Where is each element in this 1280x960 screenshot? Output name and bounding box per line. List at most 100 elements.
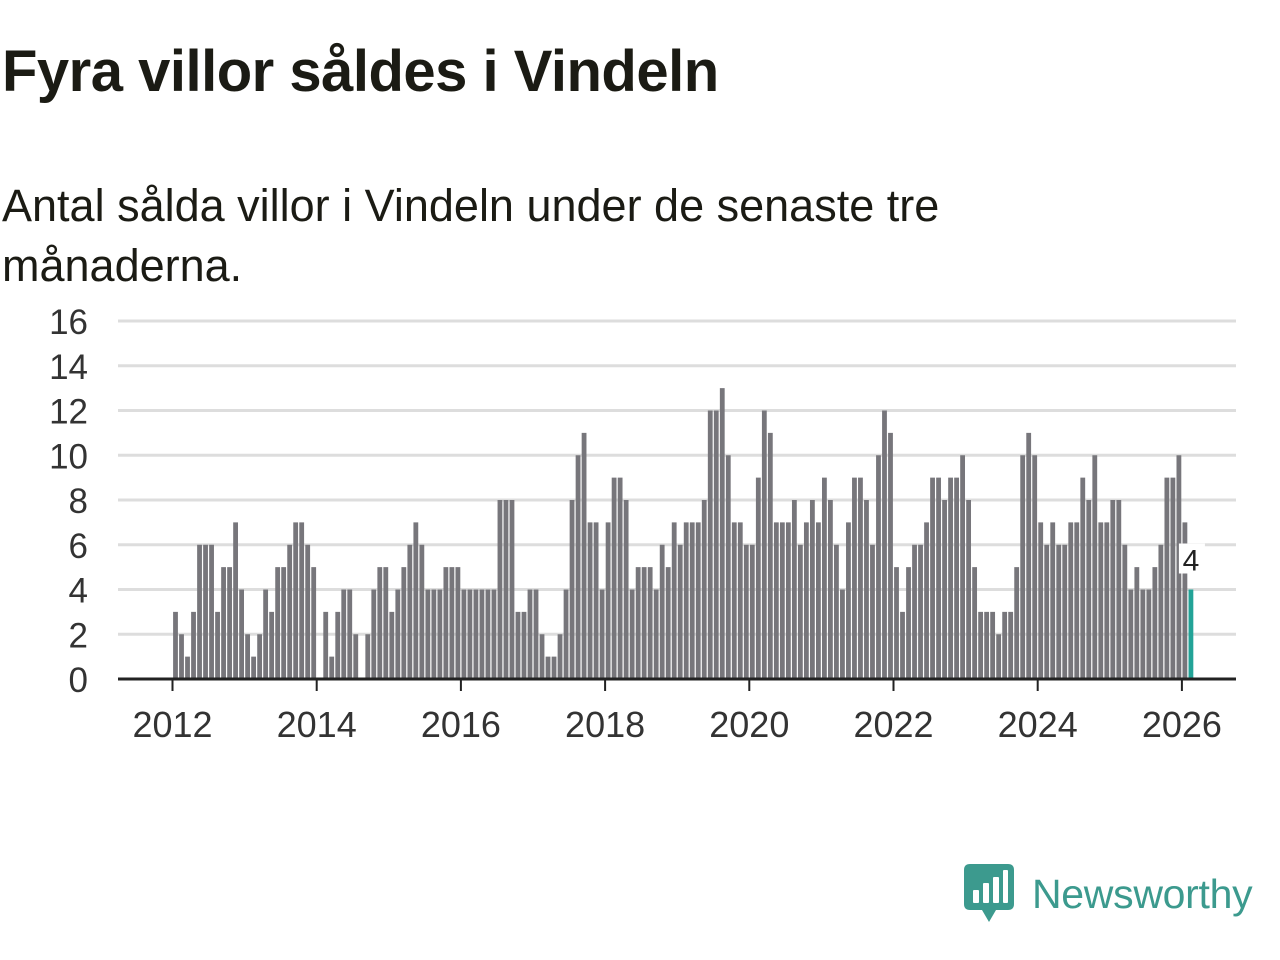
bar <box>852 477 857 679</box>
bar <box>683 522 689 679</box>
y-tick-label: 10 <box>49 437 88 476</box>
bar <box>840 589 845 679</box>
bar <box>936 477 941 679</box>
bar <box>978 611 984 679</box>
y-axis: 0 2 4 6 8 10 12 14 16 <box>49 303 88 700</box>
bar <box>389 611 395 679</box>
bar <box>695 522 701 679</box>
bar <box>203 544 208 679</box>
bar <box>623 500 629 679</box>
x-tick-label: 2020 <box>709 704 789 745</box>
bar <box>701 500 707 679</box>
bar <box>635 567 641 679</box>
bar <box>497 500 503 679</box>
y-tick-label: 8 <box>69 482 88 521</box>
bar <box>834 544 839 679</box>
bar <box>1146 589 1152 679</box>
bar <box>1140 589 1146 679</box>
bar <box>449 567 455 679</box>
bar <box>629 589 635 679</box>
bar <box>1134 567 1140 679</box>
bar <box>767 432 773 679</box>
bar <box>791 500 797 679</box>
x-tick-label: 2016 <box>421 704 501 745</box>
bars <box>173 388 1194 679</box>
bar <box>1074 522 1080 679</box>
bar <box>1158 544 1164 679</box>
bar <box>761 410 767 679</box>
bar <box>569 500 575 679</box>
y-tick-label: 16 <box>49 303 88 342</box>
bar <box>671 522 677 679</box>
bar <box>347 589 353 679</box>
bar <box>179 634 184 679</box>
y-tick-label: 12 <box>49 393 88 432</box>
bar <box>257 634 263 679</box>
bar <box>1110 500 1116 679</box>
bar <box>251 656 257 679</box>
bar <box>1068 522 1074 679</box>
bar <box>930 477 935 679</box>
bar <box>437 589 443 679</box>
bar <box>503 500 509 679</box>
bar <box>846 522 851 679</box>
bar <box>912 544 917 679</box>
bar <box>996 634 1002 679</box>
bar <box>191 611 196 679</box>
bar <box>803 522 809 679</box>
bar <box>323 611 329 679</box>
y-tick-label: 0 <box>69 661 88 700</box>
bar <box>828 500 833 679</box>
bar <box>954 477 959 679</box>
bar <box>1032 455 1038 679</box>
bar <box>972 567 978 679</box>
bar <box>1080 477 1086 679</box>
y-tick-label: 6 <box>69 527 88 566</box>
chart-title: Fyra villor såldes i Vindeln <box>2 39 719 104</box>
bar <box>269 611 275 679</box>
bar <box>611 477 617 679</box>
bar <box>407 544 413 679</box>
bar <box>1062 544 1068 679</box>
bar <box>329 656 335 679</box>
bar <box>1002 611 1008 679</box>
bar <box>533 589 539 679</box>
bar <box>725 455 731 679</box>
brand-name: Newsworthy <box>1032 870 1253 917</box>
bar <box>1050 522 1056 679</box>
bar <box>1170 477 1176 679</box>
bar <box>563 589 569 679</box>
bar <box>785 522 791 679</box>
y-tick-label: 4 <box>69 572 88 611</box>
bar <box>653 589 659 679</box>
bar <box>984 611 990 679</box>
bar <box>960 455 965 679</box>
bar <box>1026 432 1032 679</box>
bar <box>377 567 383 679</box>
bar <box>755 477 761 679</box>
bar <box>647 567 653 679</box>
value-label-bg <box>1178 543 1205 574</box>
bar <box>353 634 359 679</box>
bar <box>479 589 485 679</box>
bar <box>1122 544 1128 679</box>
bar <box>942 500 947 679</box>
bar <box>557 634 563 679</box>
bar <box>581 432 587 679</box>
x-tick-label: 2012 <box>132 704 212 745</box>
bar <box>1182 522 1188 679</box>
bar <box>491 589 497 679</box>
brand-logo: Newsworthy <box>964 864 1253 924</box>
bar <box>797 544 803 679</box>
bar <box>1164 477 1170 679</box>
x-tick-label: 2018 <box>565 704 645 745</box>
bar <box>773 522 779 679</box>
bar <box>209 544 214 679</box>
bar <box>221 567 226 679</box>
x-axis: 2012 2014 2016 2018 2020 2022 2024 2026 <box>118 677 1236 745</box>
gridlines <box>118 319 1236 636</box>
bar <box>1092 455 1098 679</box>
bar <box>593 522 599 679</box>
newsworthy-logo-icon <box>964 864 1014 922</box>
